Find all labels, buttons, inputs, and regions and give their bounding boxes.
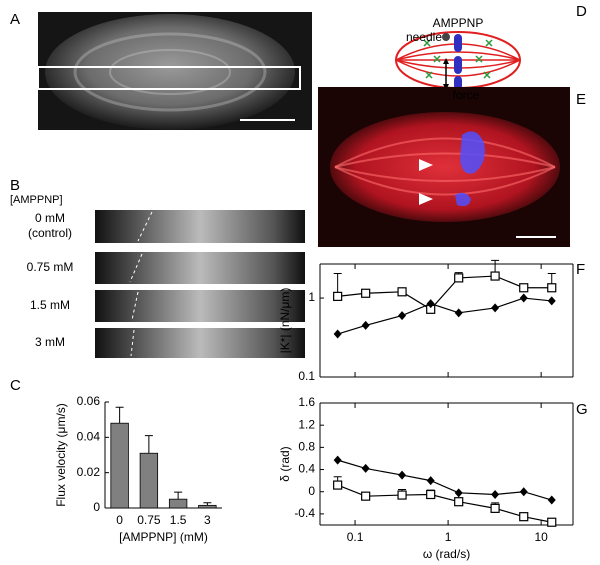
error-bar (203, 502, 212, 506)
marker (361, 491, 371, 501)
marker (398, 470, 407, 480)
y-tick-label: 0.4 (298, 462, 315, 476)
marker (547, 296, 556, 306)
y-tick-label: 1.2 (298, 417, 315, 431)
panel-label: C (10, 377, 21, 394)
series-line (337, 484, 552, 523)
panel-label: D (576, 3, 587, 20)
marker (519, 512, 529, 522)
row-label: 0 mM (35, 211, 65, 225)
marker (454, 488, 463, 498)
x-tick-label: 1.5 (170, 513, 187, 527)
marker (361, 288, 371, 298)
x-axis-label: [AMPPNP] (mM) (119, 530, 208, 544)
bar (198, 504, 217, 509)
x-tick-label: 1 (445, 530, 452, 544)
series-line (337, 275, 552, 311)
force-label: force (453, 88, 480, 102)
marker (547, 517, 557, 527)
y-tick-label: 0.02 (77, 465, 101, 479)
bar (110, 422, 129, 509)
marker (491, 303, 500, 313)
y-tick-label: 1.6 (298, 395, 315, 409)
panel-label: B (10, 177, 20, 194)
panel-d-diagram (395, 31, 521, 90)
marker (426, 489, 436, 500)
marker (361, 320, 370, 330)
series-line (337, 297, 552, 335)
marker (454, 497, 464, 507)
panel-label: F (576, 261, 585, 278)
panel-b-heading: [AMPPNP] (10, 194, 63, 206)
marker (454, 308, 463, 318)
y-tick-label: 0.06 (77, 394, 101, 408)
marker (398, 311, 407, 321)
marker (333, 480, 343, 490)
y-tick-label: 0.1 (298, 369, 315, 383)
x-tick-label: 3 (204, 513, 211, 527)
marker (547, 495, 556, 505)
panel-label: A (10, 11, 20, 28)
series-line (337, 459, 552, 501)
drug-label: AMPPNP (433, 16, 484, 30)
x-tick-label: 0.1 (347, 530, 364, 544)
marker (519, 283, 529, 293)
row-label: 0.75 mM (27, 260, 74, 274)
marker (397, 490, 407, 500)
marker (426, 299, 435, 309)
y-tick-label: 0.8 (298, 440, 315, 454)
marker (361, 463, 370, 473)
marker (426, 476, 435, 486)
bar (139, 452, 159, 509)
row-note: (control) (28, 226, 72, 240)
marker (397, 287, 407, 297)
marker (519, 487, 528, 497)
y-tick-label: -0.4 (294, 506, 315, 520)
marker (491, 490, 500, 499)
row-label: 1.5 mM (30, 298, 70, 312)
y-axis-label: Flux velocity (μm/s) (54, 403, 68, 507)
marker (454, 273, 464, 283)
marker (333, 329, 342, 339)
row-label: 3 mM (35, 335, 65, 349)
y-tick-label: 0 (308, 484, 315, 498)
marker (333, 291, 343, 301)
x-axis-label: ω (rad/s) (423, 547, 470, 561)
marker (519, 293, 528, 303)
needle-label: needle (406, 30, 442, 44)
y-axis-label: |K*| (nN/μm) (278, 288, 292, 354)
panel-label: E (576, 91, 586, 108)
bar (168, 498, 188, 509)
x-tick-label: 0.75 (137, 513, 161, 527)
y-tick-label: 1 (308, 290, 315, 304)
error-bar (115, 406, 124, 424)
y-axis-label: δ (rad) (278, 446, 292, 481)
marker (547, 283, 557, 293)
marker (490, 271, 500, 281)
panel-b-kymographs (95, 210, 305, 358)
panel-e-image (318, 87, 570, 247)
panel-a-image (37, 12, 312, 130)
marker (490, 503, 500, 513)
x-tick-label: 0 (116, 513, 123, 527)
y-tick-label: 0 (93, 500, 100, 514)
y-tick-label: 0.04 (77, 430, 101, 444)
x-tick-label: 10 (534, 530, 548, 544)
error-bar (144, 435, 153, 454)
marker (333, 455, 342, 465)
panel-label: G (576, 401, 588, 418)
error-bar (174, 491, 183, 500)
